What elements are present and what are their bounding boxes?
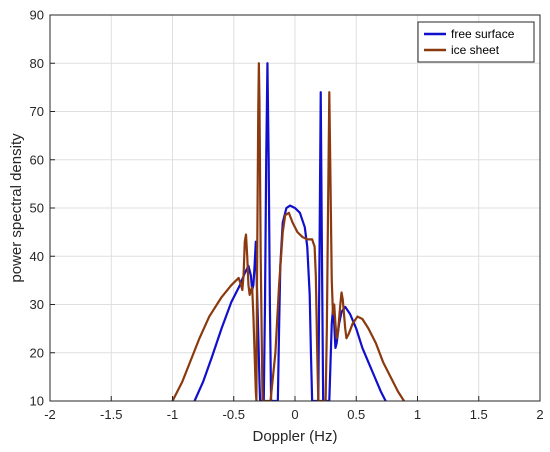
y-tick-label: 70	[30, 104, 44, 119]
y-tick-label: 30	[30, 297, 44, 312]
y-tick-label: 20	[30, 345, 44, 360]
x-tick-label: -1	[167, 407, 179, 422]
x-tick-label: 1	[414, 407, 421, 422]
x-axis-label: Doppler (Hz)	[252, 428, 337, 445]
ticks: -2 -1.5 -1 -0.5 0 0.5 1 1.5 2 10 20 30 40 50 60 70 80 90	[30, 8, 544, 423]
y-axis-label: power spectral density	[8, 133, 25, 283]
legend-box	[417, 21, 535, 63]
x-tick-label: 0	[291, 407, 298, 422]
x-tick-label: -1.5	[100, 407, 122, 422]
x-tick-label: 0.5	[347, 407, 365, 422]
y-tick-label: 80	[30, 56, 44, 71]
legend: free surface ice sheet	[417, 21, 535, 63]
x-tick-label: 2	[536, 407, 543, 422]
series-line-free-surface	[193, 62, 387, 401]
legend-label-ice-sheet: ice sheet	[451, 43, 500, 57]
x-tick-label: -2	[44, 407, 56, 422]
y-tick-label: 50	[30, 201, 44, 216]
series-line-ice-sheet	[171, 62, 406, 401]
series-group	[171, 62, 406, 401]
y-tick-label: 10	[30, 394, 44, 409]
y-tick-label: 60	[30, 152, 44, 167]
x-tick-label: 1.5	[470, 407, 488, 422]
x-tick-label: -0.5	[223, 407, 245, 422]
y-tick-label: 90	[30, 8, 44, 23]
legend-label-free-surface: free surface	[451, 27, 515, 41]
y-tick-label: 40	[30, 249, 44, 264]
